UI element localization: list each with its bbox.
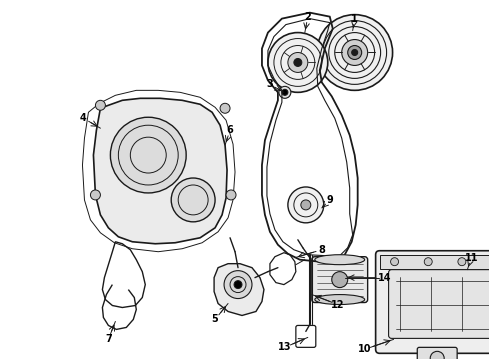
Circle shape [268, 32, 328, 92]
Circle shape [96, 100, 105, 110]
Text: 4: 4 [80, 113, 87, 123]
Circle shape [279, 86, 291, 98]
Circle shape [317, 15, 392, 90]
Text: 2: 2 [304, 12, 311, 22]
Circle shape [91, 190, 100, 200]
Text: 5: 5 [212, 314, 219, 324]
Circle shape [234, 280, 242, 289]
Text: 1: 1 [351, 14, 358, 24]
Circle shape [458, 258, 466, 266]
Text: 12: 12 [331, 300, 344, 310]
Circle shape [430, 351, 444, 360]
Circle shape [342, 40, 368, 66]
Ellipse shape [315, 294, 365, 305]
Text: 13: 13 [278, 342, 292, 352]
Bar [380, 255, 490, 269]
Circle shape [332, 272, 348, 288]
Polygon shape [94, 98, 227, 244]
Circle shape [301, 200, 311, 210]
Circle shape [220, 103, 230, 113]
FancyBboxPatch shape [376, 251, 490, 353]
FancyBboxPatch shape [389, 270, 490, 338]
Text: 3: 3 [267, 79, 273, 89]
Circle shape [424, 258, 432, 266]
Polygon shape [214, 264, 264, 315]
Text: 6: 6 [227, 125, 233, 135]
Circle shape [348, 45, 362, 59]
Text: 8: 8 [318, 245, 325, 255]
Circle shape [288, 53, 308, 72]
FancyBboxPatch shape [312, 257, 368, 302]
Circle shape [294, 58, 302, 67]
FancyBboxPatch shape [417, 347, 457, 360]
Text: 7: 7 [105, 334, 112, 345]
Circle shape [288, 187, 324, 223]
Circle shape [171, 178, 215, 222]
Circle shape [352, 50, 358, 55]
Text: 14: 14 [378, 273, 392, 283]
Ellipse shape [315, 255, 365, 265]
Circle shape [110, 117, 186, 193]
Circle shape [224, 271, 252, 298]
Text: 11: 11 [465, 253, 478, 263]
Text: 10: 10 [358, 345, 371, 354]
Text: 9: 9 [326, 195, 333, 205]
Circle shape [282, 89, 288, 95]
Circle shape [391, 258, 398, 266]
Circle shape [226, 190, 236, 200]
